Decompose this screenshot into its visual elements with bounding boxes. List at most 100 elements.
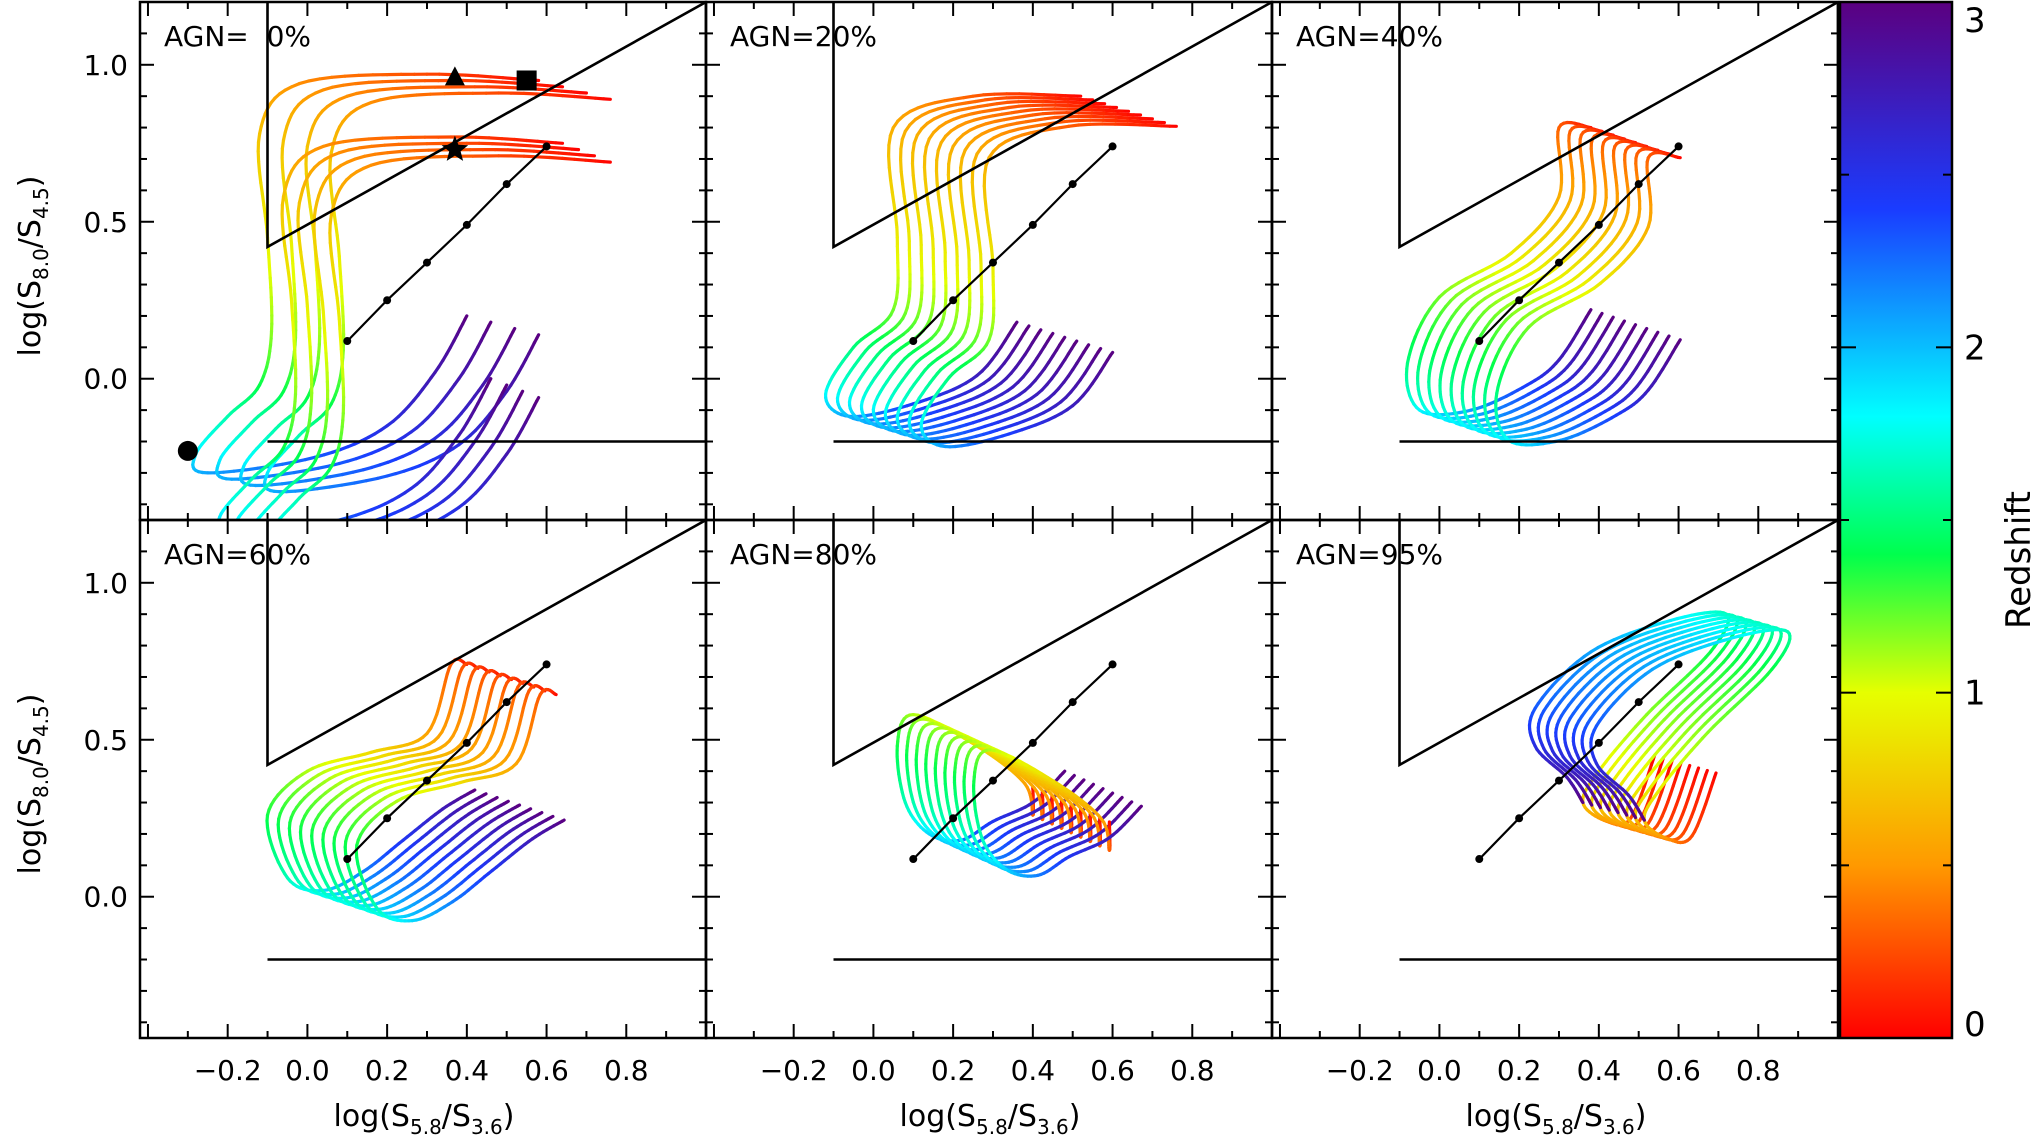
track-4-segment	[287, 277, 293, 292]
track-3-segment	[378, 96, 393, 102]
track-3-segment	[332, 211, 338, 226]
track-5-segment	[296, 228, 301, 243]
track-4-segment	[282, 529, 295, 531]
track-3-segment	[389, 94, 406, 100]
track-4-segment	[293, 348, 297, 362]
track-3-segment	[978, 108, 992, 114]
track-3-segment	[1017, 103, 1033, 108]
y-tick-label: 0.0	[83, 881, 128, 914]
track-5-segment	[952, 222, 958, 238]
track-5-segment	[947, 184, 953, 201]
track-0-segment	[269, 286, 273, 299]
redshift-tracks	[1527, 610, 1792, 845]
track-8-segment	[1149, 123, 1163, 128]
track-4-segment	[291, 328, 296, 343]
track-4-segment	[1019, 108, 1033, 113]
track-4-segment	[291, 318, 296, 333]
track-7-segment	[972, 204, 978, 221]
track-4-segment	[1009, 109, 1023, 115]
locus-point	[343, 337, 352, 346]
track-2-segment	[378, 87, 395, 92]
track-2-segment	[914, 198, 920, 214]
track-3-segment	[504, 799, 510, 805]
track-0-segment	[262, 203, 267, 219]
panel-label: AGN= 0%	[164, 20, 311, 53]
track-1-segment	[280, 471, 296, 477]
track-6-segment	[396, 522, 404, 525]
track-0-segment	[1061, 769, 1067, 775]
redshift-tracks	[265, 657, 566, 923]
track-7-segment	[1036, 122, 1049, 128]
track-0-segment	[1671, 680, 1683, 691]
track-4-segment	[990, 112, 1004, 118]
track-3-segment	[929, 226, 935, 241]
track-6-segment	[519, 389, 525, 397]
x-tick-label: 0.0	[851, 1054, 896, 1087]
track-6-segment	[362, 152, 377, 158]
track-3-segment	[926, 202, 932, 218]
track-4-segment	[1060, 335, 1067, 343]
track-0-segment	[942, 97, 956, 103]
track-3-segment	[548, 93, 565, 98]
track-4-segment	[943, 241, 947, 255]
track-5-segment	[946, 173, 951, 189]
panel-agn-80: −0.2 0.0 0.2 0.4 0.6 0.8 AGN=80%	[704, 518, 1274, 1087]
locus-point	[988, 258, 997, 267]
track-6-segment	[322, 321, 327, 335]
track-5-segment	[303, 284, 309, 298]
track-1-segment	[907, 229, 911, 243]
track-4-segment	[217, 522, 218, 525]
track-6-segment	[314, 542, 327, 544]
agn-selection-wedge	[832, 520, 1272, 961]
track-8-segment	[1138, 123, 1153, 127]
track-5-segment	[1102, 111, 1117, 116]
track-7-segment	[971, 192, 976, 208]
track-5-segment	[1012, 114, 1026, 120]
track-4-segment	[525, 138, 540, 143]
track-3-segment	[315, 485, 332, 491]
track-6-segment	[1114, 115, 1129, 120]
track-6-segment	[251, 529, 252, 532]
track-0-segment	[260, 192, 266, 207]
track-7-segment	[387, 536, 396, 538]
track-6-segment	[1101, 115, 1118, 119]
track-4-segment	[381, 136, 399, 140]
power-law-locus	[912, 663, 1114, 860]
track-5-segment	[370, 143, 387, 148]
y-tick-label: 0.5	[83, 724, 128, 757]
track-7-segment	[369, 161, 383, 167]
track-2-segment	[966, 105, 980, 111]
track-7-segment	[572, 157, 588, 162]
track-2-segment	[305, 182, 311, 198]
track-7-segment	[330, 548, 343, 550]
track-7-segment	[377, 539, 387, 541]
x-tick-label: −0.2	[194, 1054, 262, 1087]
track-6-segment	[324, 351, 329, 365]
track-0-segment	[259, 181, 264, 196]
track-7-segment	[329, 251, 335, 267]
locus-point	[343, 855, 352, 864]
track-7-segment	[583, 158, 598, 163]
track-0-segment	[886, 154, 891, 170]
track-7-segment	[342, 546, 354, 548]
x-tick-label: 0.8	[604, 1054, 649, 1087]
track-3-segment	[401, 93, 419, 98]
track-6-segment	[966, 248, 971, 262]
track-7-segment	[355, 544, 367, 546]
track-5-segment	[235, 523, 236, 526]
locus-point	[949, 814, 958, 823]
track-7-segment	[420, 526, 427, 529]
track-4-segment	[289, 298, 294, 312]
track-0-segment	[952, 96, 966, 101]
track-5-segment	[552, 146, 566, 150]
track-6-segment	[312, 235, 317, 249]
track-8-segment	[1057, 124, 1071, 130]
track-5-segment	[528, 144, 545, 149]
track-2-segment	[559, 89, 574, 94]
track-2-segment	[911, 173, 917, 190]
track-8-segment	[1137, 804, 1143, 810]
y-tick-label: 0.5	[83, 206, 128, 239]
track-6-segment	[252, 526, 253, 529]
track-5-segment	[516, 143, 533, 148]
track-0-segment	[267, 255, 272, 270]
